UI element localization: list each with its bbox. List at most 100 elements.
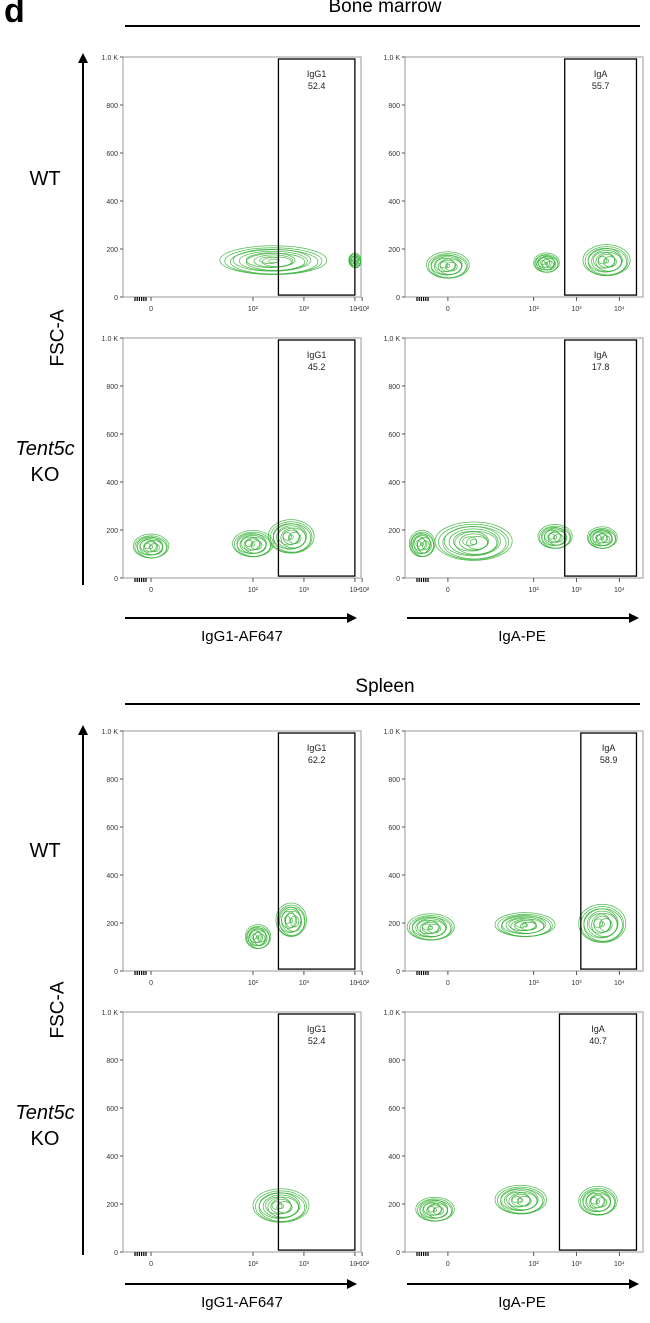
y-tick-label: 200	[106, 921, 118, 928]
contour-line	[604, 258, 610, 264]
gate-percent: 55.7	[592, 81, 610, 91]
contour-line	[439, 261, 449, 269]
contour-lines	[415, 1184, 618, 1222]
x-tick-label: 10⁴	[614, 587, 625, 594]
x-tick-label: 10²	[529, 306, 540, 313]
row-label-ko-bone-marrow: Tent5c KO	[0, 436, 90, 488]
y-tick-label: 800	[106, 384, 118, 391]
gate-percent: 62.2	[308, 755, 326, 765]
contour-line	[593, 915, 612, 933]
contour-line	[500, 1188, 539, 1211]
contour-line	[543, 528, 567, 546]
contour-line	[230, 249, 319, 275]
contour-line	[600, 536, 605, 541]
x-tick-label: 10³	[571, 1261, 582, 1268]
plot-frame	[122, 337, 362, 579]
y-tick-label: 800	[106, 777, 118, 784]
plot-frame	[404, 56, 644, 298]
x-tick-label: 10²	[248, 1261, 259, 1268]
gate-name: IgA	[594, 350, 608, 360]
contour-line	[282, 532, 292, 541]
gate-name: IgA	[591, 1024, 605, 1034]
row-label-ko-spleen: Tent5c KO	[0, 1100, 90, 1152]
contour-line	[578, 903, 627, 943]
x-tick-label: −10²	[355, 306, 370, 313]
gate-name: IgG1	[307, 69, 327, 79]
y-tick-label: 1.0 K	[384, 336, 401, 343]
contour-line	[592, 531, 607, 544]
y-tick-label: 600	[106, 151, 118, 158]
y-tick-label: 400	[106, 1154, 118, 1161]
contour-line	[253, 931, 264, 943]
gate-box	[564, 58, 638, 296]
y-tick-label: 400	[106, 199, 118, 206]
contour-line	[271, 1201, 283, 1210]
x-tick-label: 10³	[299, 1261, 310, 1268]
contour-line	[267, 519, 315, 554]
contour-line	[270, 1198, 292, 1214]
gate-name: IgA	[602, 743, 616, 753]
contour-line	[521, 923, 529, 928]
y-tick-label: 1.0 K	[384, 55, 401, 62]
contour-line	[448, 528, 499, 556]
x-axis-label-iga-spleen: IgA-PE	[498, 1294, 546, 1311]
y-tick-label: 1.0 K	[102, 1010, 119, 1017]
x-tick-label: 10²	[529, 1261, 540, 1268]
contour-plot-6: 0 200 400 600 800 1.0 K 0 10² 10³ 10⁴ IgG1 52.4	[102, 1010, 362, 1268]
x-tick-label: 10⁴	[349, 1261, 360, 1268]
contour-lines	[408, 521, 618, 561]
contour-line	[553, 535, 558, 540]
panel-letter: d	[4, 0, 25, 30]
gate-percent: 40.7	[589, 1036, 607, 1046]
contour-line	[520, 921, 538, 931]
plot-frame	[122, 730, 362, 972]
x-tick-label: 10⁴	[614, 306, 625, 313]
x-tick-label: 0	[149, 306, 153, 313]
contour-line	[515, 921, 527, 928]
contour-line	[541, 527, 571, 549]
contour-line	[593, 918, 603, 929]
y-tick-label: 400	[388, 1154, 400, 1161]
x-tick-label: 0	[446, 587, 450, 594]
contour-line	[281, 910, 296, 929]
contour-line	[466, 536, 489, 550]
y-tick-label: 400	[388, 199, 400, 206]
plot-frame	[122, 56, 362, 298]
x-tick-label: 10³	[299, 306, 310, 313]
section-title-spleen: Spleen	[355, 676, 415, 697]
gate-box	[277, 58, 356, 296]
contour-line	[253, 254, 294, 268]
contour-line	[413, 536, 426, 551]
contour-line	[596, 533, 609, 544]
contour-line	[432, 1208, 438, 1212]
contour-line	[276, 904, 306, 937]
contour-line	[248, 927, 270, 949]
contour-line	[423, 1202, 442, 1216]
contour-line	[548, 531, 562, 543]
contour-line	[601, 535, 611, 544]
row-label-ko-gene: Tent5c	[15, 1102, 75, 1124]
contour-line	[349, 258, 353, 263]
contour-line	[595, 1199, 601, 1204]
contour-line	[511, 1195, 522, 1204]
contour-line	[518, 1198, 524, 1203]
row-label-wt-bone-marrow: WT	[29, 168, 61, 190]
contour-line	[415, 540, 421, 548]
contour-line	[603, 256, 617, 268]
contour-line	[250, 542, 256, 547]
x-tick-label: 0	[149, 1261, 153, 1268]
contour-line	[438, 523, 510, 561]
y-tick-label: 800	[106, 103, 118, 110]
x-tick-label: 10⁴	[349, 306, 360, 313]
x-tick-label: 0	[446, 980, 450, 987]
x-tick-label: 0	[446, 306, 450, 313]
contour-line	[267, 1196, 299, 1218]
x-tick-label: 10³	[299, 587, 310, 594]
contour-line	[255, 1190, 307, 1223]
contour-line	[428, 925, 434, 930]
contour-line	[585, 1191, 611, 1212]
x-tick-label: 0	[149, 587, 153, 594]
gate-name: IgG1	[307, 350, 327, 360]
x-tick-label: 0	[149, 980, 153, 987]
